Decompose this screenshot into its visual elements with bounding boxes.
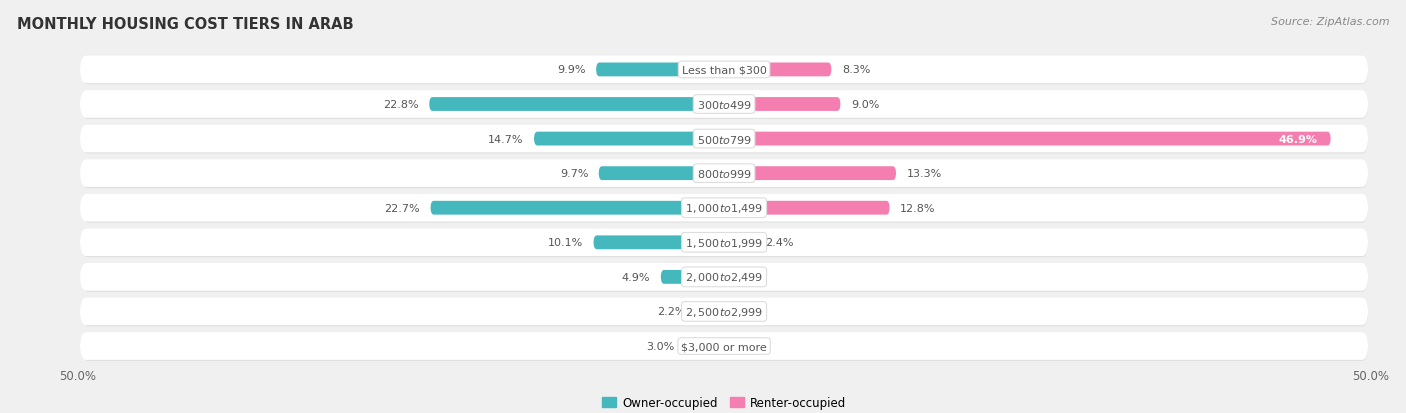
Text: $2,000 to $2,499: $2,000 to $2,499 [685,271,763,284]
FancyBboxPatch shape [80,160,1368,188]
Text: 0.0%: 0.0% [734,341,762,351]
Text: $300 to $499: $300 to $499 [696,99,752,111]
Text: 14.7%: 14.7% [488,134,523,144]
Text: 2.4%: 2.4% [765,238,794,248]
FancyBboxPatch shape [724,98,841,112]
FancyBboxPatch shape [593,236,724,249]
Text: Source: ZipAtlas.com: Source: ZipAtlas.com [1271,17,1389,26]
FancyBboxPatch shape [80,332,1368,360]
FancyBboxPatch shape [661,271,724,284]
FancyBboxPatch shape [82,161,1368,189]
FancyBboxPatch shape [724,132,1330,146]
FancyBboxPatch shape [724,201,890,215]
FancyBboxPatch shape [596,63,724,77]
FancyBboxPatch shape [80,263,1368,291]
Legend: Owner-occupied, Renter-occupied: Owner-occupied, Renter-occupied [598,392,851,413]
Text: MONTHLY HOUSING COST TIERS IN ARAB: MONTHLY HOUSING COST TIERS IN ARAB [17,17,353,31]
FancyBboxPatch shape [534,132,724,146]
FancyBboxPatch shape [430,201,724,215]
Text: 22.8%: 22.8% [384,100,419,110]
FancyBboxPatch shape [599,167,724,180]
FancyBboxPatch shape [429,98,724,112]
Text: 9.7%: 9.7% [560,169,588,179]
FancyBboxPatch shape [80,91,1368,119]
Text: $1,000 to $1,499: $1,000 to $1,499 [685,202,763,215]
FancyBboxPatch shape [80,298,1368,325]
Text: 0.0%: 0.0% [734,307,762,317]
FancyBboxPatch shape [724,63,831,77]
Text: 8.3%: 8.3% [842,65,870,75]
FancyBboxPatch shape [80,57,1368,84]
FancyBboxPatch shape [696,305,724,318]
Text: 12.8%: 12.8% [900,203,935,213]
Text: 0.0%: 0.0% [734,272,762,282]
FancyBboxPatch shape [82,230,1368,258]
Text: $2,500 to $2,999: $2,500 to $2,999 [685,305,763,318]
Text: 4.9%: 4.9% [621,272,651,282]
FancyBboxPatch shape [685,339,724,353]
Text: 13.3%: 13.3% [907,169,942,179]
Text: 46.9%: 46.9% [1279,134,1317,144]
Text: Less than $300: Less than $300 [682,65,766,75]
Text: 9.9%: 9.9% [557,65,586,75]
FancyBboxPatch shape [82,126,1368,154]
FancyBboxPatch shape [80,229,1368,256]
FancyBboxPatch shape [82,299,1368,327]
Text: $500 to $799: $500 to $799 [696,133,752,145]
Text: $800 to $999: $800 to $999 [696,168,752,180]
Text: 10.1%: 10.1% [548,238,583,248]
Text: 9.0%: 9.0% [851,100,879,110]
FancyBboxPatch shape [724,236,755,249]
FancyBboxPatch shape [82,92,1368,120]
FancyBboxPatch shape [80,126,1368,153]
Text: $3,000 or more: $3,000 or more [682,341,766,351]
FancyBboxPatch shape [82,195,1368,223]
Text: 2.2%: 2.2% [657,307,685,317]
Text: 22.7%: 22.7% [384,203,420,213]
FancyBboxPatch shape [82,57,1368,85]
Text: $1,500 to $1,999: $1,500 to $1,999 [685,236,763,249]
FancyBboxPatch shape [82,333,1368,361]
FancyBboxPatch shape [82,264,1368,292]
FancyBboxPatch shape [724,167,896,180]
FancyBboxPatch shape [80,195,1368,222]
Text: 3.0%: 3.0% [647,341,675,351]
